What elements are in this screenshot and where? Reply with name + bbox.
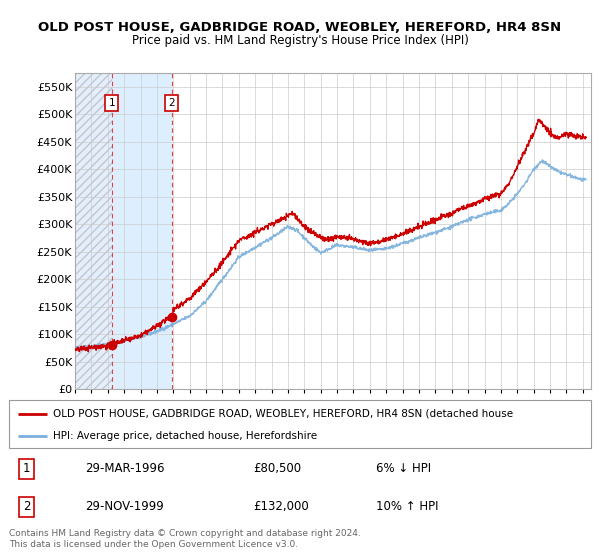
Text: 10% ↑ HPI: 10% ↑ HPI	[376, 500, 438, 514]
Text: OLD POST HOUSE, GADBRIDGE ROAD, WEOBLEY, HEREFORD, HR4 8SN: OLD POST HOUSE, GADBRIDGE ROAD, WEOBLEY,…	[38, 21, 562, 34]
Text: 1: 1	[23, 463, 30, 475]
Text: 29-MAR-1996: 29-MAR-1996	[85, 463, 164, 475]
Text: Price paid vs. HM Land Registry's House Price Index (HPI): Price paid vs. HM Land Registry's House …	[131, 34, 469, 46]
Text: Contains HM Land Registry data © Crown copyright and database right 2024.
This d: Contains HM Land Registry data © Crown c…	[9, 529, 361, 549]
Text: OLD POST HOUSE, GADBRIDGE ROAD, WEOBLEY, HEREFORD, HR4 8SN (detached house: OLD POST HOUSE, GADBRIDGE ROAD, WEOBLEY,…	[53, 409, 513, 419]
Text: £80,500: £80,500	[253, 463, 302, 475]
Text: 6% ↓ HPI: 6% ↓ HPI	[376, 463, 431, 475]
Text: HPI: Average price, detached house, Herefordshire: HPI: Average price, detached house, Here…	[53, 431, 317, 441]
Text: 2: 2	[169, 98, 175, 108]
Text: 29-NOV-1999: 29-NOV-1999	[85, 500, 163, 514]
Text: 1: 1	[109, 98, 115, 108]
Text: 2: 2	[23, 500, 30, 514]
Text: £132,000: £132,000	[253, 500, 309, 514]
